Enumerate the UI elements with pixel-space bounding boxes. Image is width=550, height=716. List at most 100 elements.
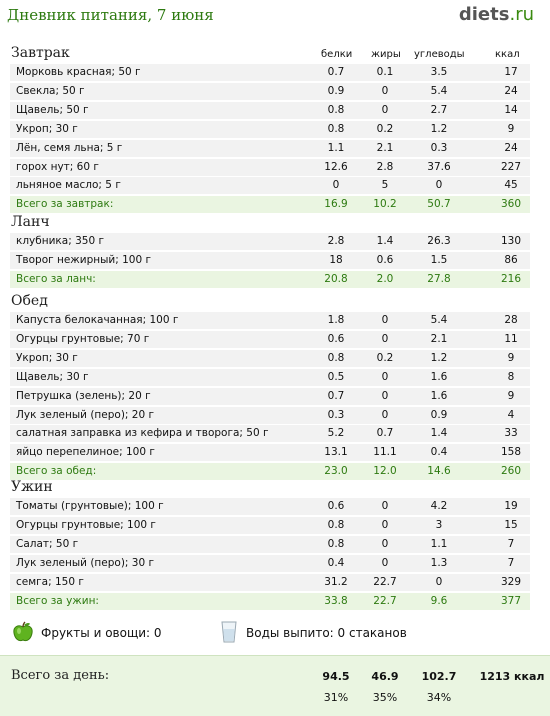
- day-total-fat: 46.9: [371, 670, 399, 683]
- food-row[interactable]: Огурцы грунтовые; 100 г 0.8 0 3 15: [10, 516, 530, 535]
- food-protein: 0.6: [327, 332, 345, 345]
- fruits-veg-count: Фрукты и овощи: 0: [41, 626, 162, 640]
- day-total-protein: 94.5: [322, 670, 350, 683]
- food-row[interactable]: Салат; 50 г 0.8 0 1.1 7: [10, 535, 530, 554]
- food-kcal: 17: [504, 66, 518, 78]
- total-kcal: 260: [500, 465, 522, 478]
- food-row[interactable]: льняное масло; 5 г 0 5 0 45: [10, 177, 530, 196]
- food-kcal: 28: [504, 314, 518, 326]
- extras-bar: Фрукты и овощи: 0 Воды выпито: 0 стакано…: [0, 621, 550, 647]
- food-row[interactable]: Щавель; 50 г 0.8 0 2.7 14: [10, 101, 530, 120]
- food-carbs: 2.7: [430, 103, 448, 116]
- food-row[interactable]: Лён, семя льна; 5 г 1.1 2.1 0.3 24: [10, 139, 530, 158]
- food-name: Щавель; 30 г: [16, 370, 89, 383]
- food-fat: 5: [381, 179, 389, 192]
- food-fat: 0: [381, 314, 389, 326]
- food-name: Лён, семя льна; 5 г: [16, 141, 123, 154]
- food-kcal: 9: [507, 389, 515, 402]
- food-row[interactable]: Укроп; 30 г 0.8 0.2 1.2 9: [10, 120, 530, 139]
- food-row[interactable]: семга; 150 г 31.2 22.7 0 329: [10, 573, 530, 592]
- total-kcal: 377: [500, 594, 522, 607]
- section-title: Завтрак: [11, 45, 70, 61]
- food-name: Укроп; 30 г: [16, 122, 78, 135]
- food-carbs: 0.3: [430, 141, 448, 154]
- food-name: Творог нежирный; 100 г: [16, 253, 151, 266]
- food-row[interactable]: яйцо перепелиное; 100 г 13.1 11.1 0.4 158: [10, 444, 530, 463]
- food-kcal: 24: [504, 84, 518, 97]
- food-row[interactable]: клубника; 350 г 2.8 1.4 26.3 130: [10, 233, 530, 251]
- water-count: Воды выпито: 0 стаканов: [246, 626, 407, 640]
- food-fat: 0.1: [376, 66, 394, 78]
- total-kcal: 216: [500, 272, 522, 285]
- food-row[interactable]: Огурцы грунтовые; 70 г 0.6 0 2.1 11: [10, 330, 530, 349]
- food-fat: 0: [381, 389, 389, 402]
- food-carbs: 1.2: [430, 122, 448, 135]
- food-row[interactable]: Капуста белокачанная; 100 г 1.8 0 5.4 28: [10, 312, 530, 330]
- food-row[interactable]: Укроп; 30 г 0.8 0.2 1.2 9: [10, 349, 530, 368]
- food-row[interactable]: Лук зеленый (перо); 30 г 0.4 0 1.3 7: [10, 554, 530, 573]
- food-carbs: 1.6: [430, 370, 448, 383]
- section-title: Ланч: [11, 214, 50, 230]
- food-kcal: 158: [500, 446, 522, 459]
- food-row[interactable]: Морковь красная; 50 г 0.7 0.1 3.5 17: [10, 64, 530, 82]
- food-kcal: 227: [500, 160, 522, 173]
- food-row[interactable]: Творог нежирный; 100 г 18 0.6 1.5 86: [10, 251, 530, 270]
- food-name: Свекла; 50 г: [16, 84, 85, 97]
- food-carbs: 2.1: [430, 332, 448, 345]
- food-fat: 0.2: [376, 351, 394, 364]
- food-name: Укроп; 30 г: [16, 351, 78, 364]
- food-kcal: 329: [500, 575, 522, 588]
- food-kcal: 9: [507, 351, 515, 364]
- food-kcal: 45: [504, 179, 518, 192]
- food-row[interactable]: Щавель; 30 г 0.5 0 1.6 8: [10, 368, 530, 387]
- total-label: Всего за завтрак:: [16, 198, 114, 211]
- food-carbs: 26.3: [427, 235, 451, 247]
- food-carbs: 5.4: [430, 84, 448, 97]
- food-protein: 12.6: [324, 160, 348, 173]
- food-kcal: 9: [507, 122, 515, 135]
- food-row[interactable]: салатная заправка из кефира и творога; 5…: [10, 425, 530, 444]
- food-fat: 0: [381, 518, 389, 531]
- food-name: Лук зеленый (перо); 20 г: [16, 408, 155, 421]
- food-carbs: 1.6: [430, 389, 448, 402]
- food-name: Петрушка (зелень); 20 г: [16, 389, 151, 402]
- food-carbs: 3.5: [430, 66, 448, 78]
- day-total-carbs: 102.7: [421, 670, 457, 683]
- food-row[interactable]: Лук зеленый (перо); 20 г 0.3 0 0.9 4: [10, 406, 530, 425]
- food-protein: 0.3: [327, 408, 345, 421]
- total-fat: 12.0: [373, 465, 397, 478]
- total-fat: 22.7: [373, 594, 397, 607]
- food-name: семга; 150 г: [16, 575, 84, 588]
- page-title: Дневник питания, 7 июня: [7, 6, 214, 24]
- food-fat: 0: [381, 332, 389, 345]
- food-kcal: 130: [500, 235, 522, 247]
- total-carbs: 14.6: [427, 465, 451, 478]
- site-logo[interactable]: diets.ru: [459, 4, 534, 25]
- food-carbs: 1.4: [430, 427, 448, 440]
- food-kcal: 7: [507, 537, 515, 550]
- food-kcal: 4: [507, 408, 515, 421]
- food-carbs: 1.1: [430, 537, 448, 550]
- food-row[interactable]: горох нут; 60 г 12.6 2.8 37.6 227: [10, 158, 530, 177]
- section-total-row: Всего за завтрак: 16.9 10.2 50.7 360: [10, 196, 530, 215]
- food-row[interactable]: Петрушка (зелень); 20 г 0.7 0 1.6 9: [10, 387, 530, 406]
- food-fat: 0: [381, 370, 389, 383]
- food-carbs: 4.2: [430, 500, 448, 512]
- day-total-kcal: 1213 ккал: [479, 670, 545, 683]
- food-carbs: 0.4: [430, 446, 448, 459]
- food-fat: 0: [381, 556, 389, 569]
- day-total-label: Всего за день:: [11, 668, 110, 683]
- total-kcal: 360: [500, 198, 522, 211]
- food-name: Морковь красная; 50 г: [16, 66, 141, 78]
- column-header-kcal: ккал: [495, 49, 520, 60]
- logo-bold: diets: [458, 4, 510, 25]
- food-carbs: 1.2: [430, 351, 448, 364]
- food-row[interactable]: Томаты (грунтовые); 100 г 0.6 0 4.2 19: [10, 498, 530, 516]
- food-protein: 5.2: [327, 427, 345, 440]
- total-carbs: 27.8: [427, 272, 451, 285]
- food-name: Огурцы грунтовые; 100 г: [16, 518, 156, 531]
- food-fat: 11.1: [373, 446, 397, 459]
- total-protein: 23.0: [324, 465, 348, 478]
- food-row[interactable]: Свекла; 50 г 0.9 0 5.4 24: [10, 82, 530, 101]
- food-name: горох нут; 60 г: [16, 160, 99, 173]
